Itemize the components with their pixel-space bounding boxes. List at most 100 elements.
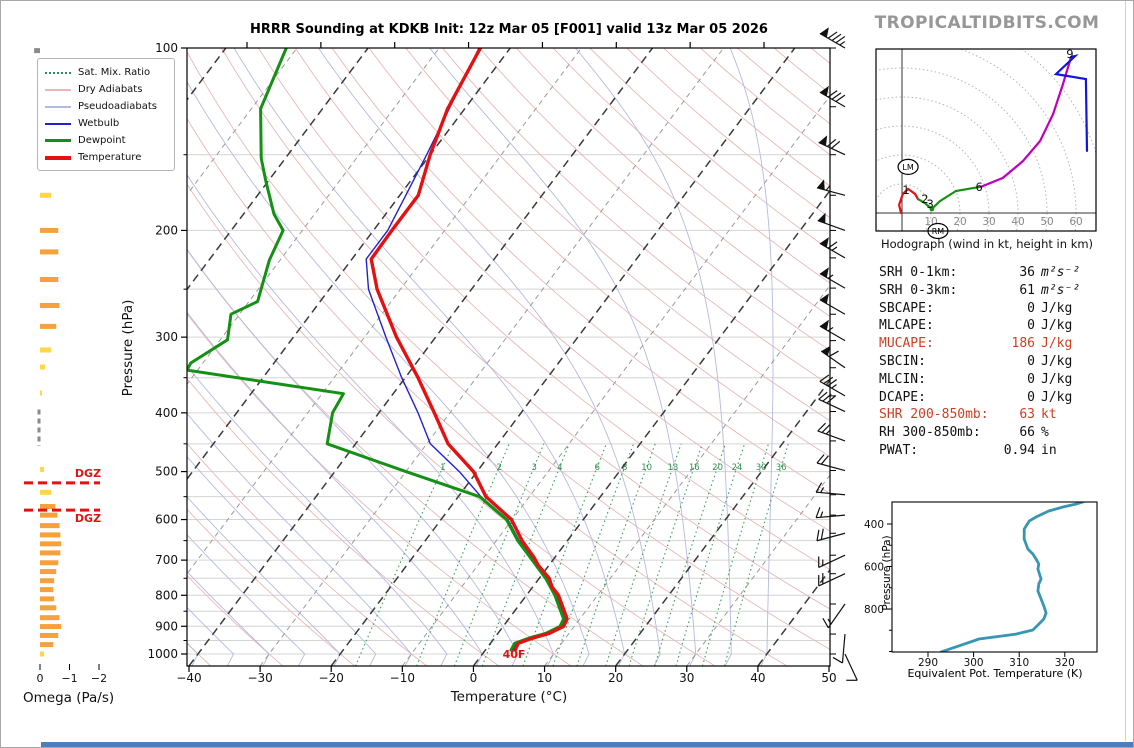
dry-adiabat: [589, 48, 830, 251]
barb-full: [826, 395, 836, 404]
omega-bar: [34, 48, 40, 54]
legend-swatch: [45, 71, 71, 74]
barb-full: [821, 424, 831, 433]
dry-adiabat: [479, 48, 830, 352]
thetae-border: [891, 501, 1098, 653]
barb-pennant: [819, 237, 829, 248]
barb-full: [831, 33, 842, 41]
pseudoadiabat: [187, 248, 519, 666]
mixing-ratio-line: [723, 443, 789, 666]
pressure-tick-label: 1000: [147, 647, 178, 661]
pseudoadiabat: [187, 455, 377, 666]
barb-full: [828, 350, 839, 358]
stat-row: SBCIN: 0 J/kg: [877, 354, 1127, 372]
skewt-legend: Sat. Mix. Ratio Dry Adiabats Pseudoadiabat…: [37, 58, 175, 171]
mixing-ratio-label: 3: [531, 463, 536, 473]
dry-adiabat: [187, 117, 788, 666]
window-edge-bar: [41, 742, 1133, 747]
stat-label: PWAT:: [879, 442, 919, 458]
omega-bar: [40, 578, 55, 584]
barb-full: [835, 94, 846, 102]
stat-row: SBCAPE: 0 J/kg: [877, 301, 1127, 319]
legend-swatch: [45, 139, 71, 142]
pseudoadiabat: [187, 365, 448, 666]
x-tick-label: 50: [821, 671, 836, 685]
x-tick-label: −20: [319, 671, 344, 685]
omega-bar: [40, 541, 62, 547]
barb-full: [815, 482, 823, 493]
dgz-label: DGZ: [75, 512, 101, 525]
omega-bar: [40, 523, 60, 529]
omega-bar: [40, 466, 45, 472]
temperature-curve: [369, 48, 569, 652]
barb-pennant: [817, 212, 826, 224]
barb-staff: [841, 633, 846, 663]
barb-staff: [818, 398, 846, 413]
hodograph-height-label: 1: [902, 183, 909, 197]
stat-row: SRH 0-3km: 61 m²s⁻²: [877, 283, 1127, 301]
legend-item: Temperature: [45, 149, 167, 166]
omega-bar: [40, 249, 59, 255]
barb-pennant: [819, 319, 829, 331]
stat-row: SRH 0-1km: 36 m²s⁻²: [877, 265, 1127, 283]
isotherm: [1, 48, 13, 666]
barb-staff: [819, 380, 846, 397]
omega-bar: [40, 642, 54, 648]
barb-staff: [817, 219, 846, 231]
pressure-tick-label: 200: [155, 223, 178, 237]
thetae-x-tick-label: 320: [1055, 657, 1075, 669]
dewpoint-curve: [187, 48, 566, 652]
mixing-ratio-line: [576, 443, 656, 666]
mixing-ratio-line: [354, 443, 454, 666]
pseudoadiabat: [187, 174, 555, 666]
chart-title: HRRR Sounding at KDKB Init: 12z Mar 05 […: [250, 22, 768, 37]
barb-pennant: [819, 267, 829, 278]
barb-full: [815, 507, 821, 518]
isotherm: [686, 474, 830, 666]
barb-full: [819, 374, 830, 382]
omega-bar: [40, 651, 45, 657]
thetae-pressure-label: Pressure (hPa): [881, 535, 893, 611]
stat-unit: J/kg: [1041, 353, 1073, 369]
hodograph-tick-label: 30: [982, 216, 995, 228]
stat-label: DCAPE:: [879, 389, 926, 405]
legend-label: Temperature: [78, 152, 142, 163]
isotherm: [544, 284, 830, 666]
x-tick-label: −10: [390, 671, 415, 685]
omega-bar: [40, 532, 61, 538]
mixing-ratio-line: [701, 443, 770, 666]
stat-value: 63: [1019, 407, 1035, 423]
dry-adiabat: [663, 48, 830, 187]
omega-tick-label: −2: [91, 672, 107, 685]
hodograph-trace: [916, 185, 982, 211]
pseudoadiabat: [318, 48, 661, 666]
mixing-ratio-label: 6: [595, 463, 600, 473]
stat-label: MLCIN:: [879, 371, 926, 387]
omega-bar: [40, 192, 52, 198]
barb-full: [826, 138, 837, 147]
stat-unit: kt: [1041, 407, 1057, 423]
mixing-ratio-label: 8: [622, 463, 627, 473]
mixing-ratio-label: 16: [689, 463, 700, 473]
omega-bar: [40, 277, 59, 283]
barb-full: [831, 92, 842, 100]
omega-panel: DGZ DGZ 0 −1 −2: [24, 48, 107, 685]
stat-row: SHR 200-850mb: 63 kt: [877, 407, 1127, 425]
hodograph-height-label: 9: [1066, 47, 1073, 61]
omega-axis-label: Omega (Pa/s): [23, 690, 115, 706]
omega-bar: [40, 569, 57, 575]
mixing-ratio-label: 20: [712, 463, 723, 473]
isotherm: [187, 48, 582, 575]
stat-value: 186: [1011, 336, 1035, 352]
omega-bar: [40, 605, 57, 611]
omega-bar: [40, 587, 54, 593]
dry-adiabat: [187, 313, 572, 666]
omega-bar: [40, 596, 55, 602]
temperature-axis-label: Temperature (°C): [450, 689, 568, 705]
skewt-background: 1 2 3 4 6 8 10 13 16 20 24 30 36: [1, 48, 830, 666]
barb-half: [820, 487, 825, 493]
hodograph-height-label: 3: [926, 197, 933, 211]
dry-adiabat: [368, 48, 830, 458]
barb-staff: [820, 350, 846, 369]
